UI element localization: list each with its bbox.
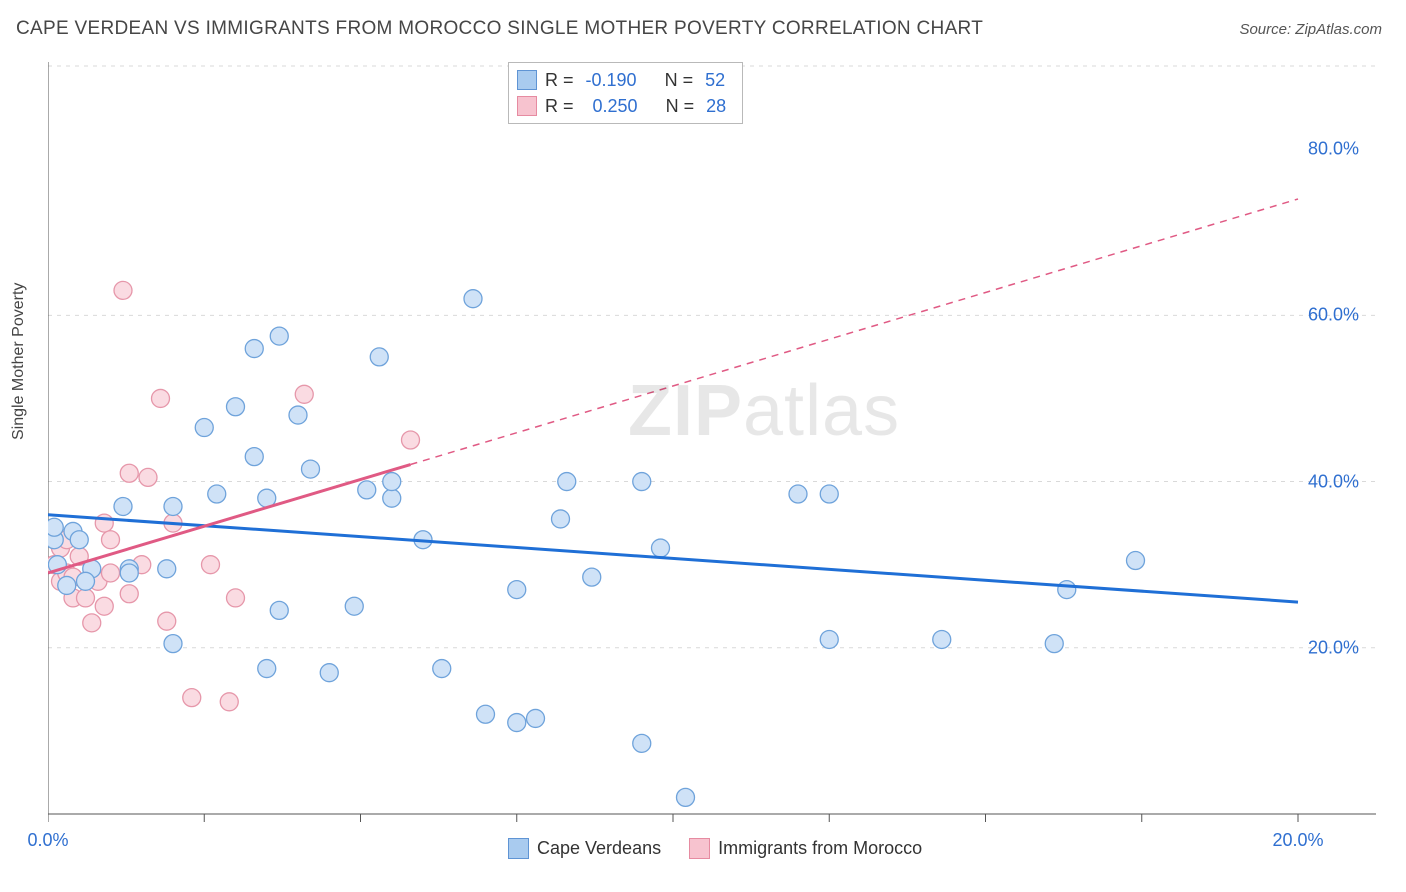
correlation-stats-legend: R = -0.190 N = 52 R = 0.250 N = 28 bbox=[508, 62, 743, 124]
swatch-cv bbox=[508, 838, 529, 859]
swatch-cv bbox=[517, 70, 537, 90]
y-tick-label: 60.0% bbox=[1308, 305, 1406, 326]
swatch-mor bbox=[517, 96, 537, 116]
series-legend: Cape Verdeans Immigrants from Morocco bbox=[508, 838, 922, 859]
n-label: N = bbox=[666, 93, 695, 119]
stats-row-cv: R = -0.190 N = 52 bbox=[517, 67, 730, 93]
r-value-cv: -0.190 bbox=[586, 67, 637, 93]
x-tick-label: 20.0% bbox=[1272, 830, 1323, 851]
y-tick-label: 80.0% bbox=[1308, 139, 1406, 160]
x-tick-label: 0.0% bbox=[27, 830, 68, 851]
y-tick-label: 20.0% bbox=[1308, 637, 1406, 658]
r-label: R = bbox=[545, 93, 574, 119]
chart-title: CAPE VERDEAN VS IMMIGRANTS FROM MOROCCO … bbox=[16, 18, 983, 40]
stats-row-mor: R = 0.250 N = 28 bbox=[517, 93, 730, 119]
swatch-mor bbox=[689, 838, 710, 859]
legend-label-mor: Immigrants from Morocco bbox=[718, 838, 922, 859]
source-attribution: Source: ZipAtlas.com bbox=[1239, 21, 1382, 38]
y-tick-label: 40.0% bbox=[1308, 471, 1406, 492]
legend-item-mor: Immigrants from Morocco bbox=[689, 838, 922, 859]
n-label: N = bbox=[665, 67, 694, 93]
n-value-mor: 28 bbox=[706, 93, 726, 119]
r-value-mor: 0.250 bbox=[593, 93, 638, 119]
r-label: R = bbox=[545, 67, 574, 93]
legend-item-cv: Cape Verdeans bbox=[508, 838, 661, 859]
legend-label-cv: Cape Verdeans bbox=[537, 838, 661, 859]
scatter-plot bbox=[48, 54, 1376, 834]
n-value-cv: 52 bbox=[705, 67, 725, 93]
y-axis-label: Single Mother Poverty bbox=[10, 283, 28, 440]
